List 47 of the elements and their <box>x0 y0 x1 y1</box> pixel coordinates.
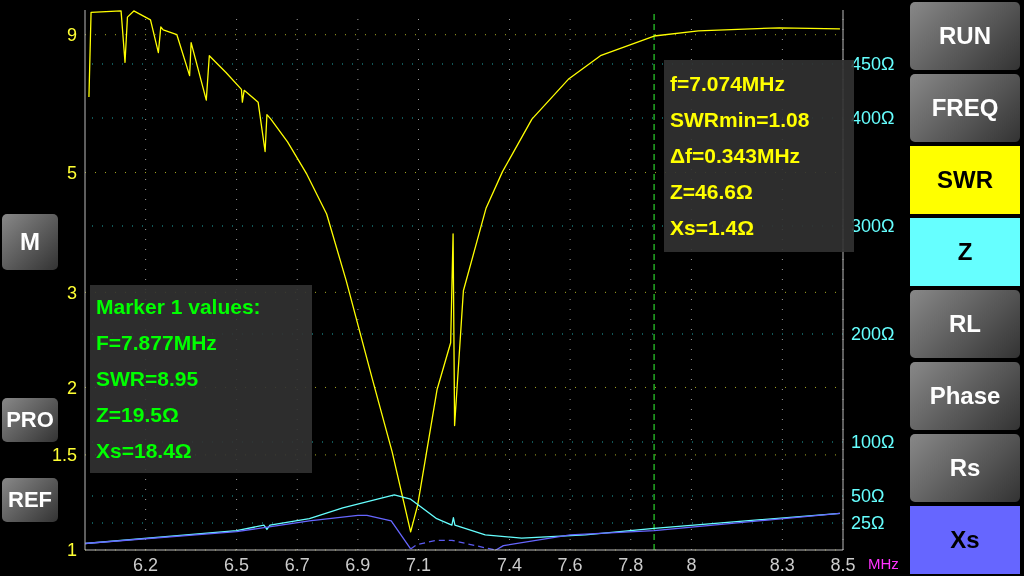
button: RUN <box>910 2 1020 70</box>
annotation: Δf=0.343MHz <box>670 143 802 169</box>
button: Rs <box>910 434 1020 502</box>
x-tick-label: 8.5 <box>830 554 856 575</box>
text: Z <box>910 218 1020 286</box>
x-tick-label: 7.6 <box>557 554 583 575</box>
annotation: Z=46.6Ω <box>670 179 754 205</box>
button: REF <box>2 478 58 522</box>
y2-tick-label: 50Ω <box>851 486 885 507</box>
annotation: F=7.877MHz <box>96 330 218 356</box>
annotation: Xs=18.4Ω <box>96 438 193 464</box>
y-tick-label: 5 <box>66 162 77 183</box>
line-series <box>88 10 841 533</box>
annotation: f=7.074MHz <box>670 71 786 97</box>
annotation: SWR=8.95 <box>96 366 200 392</box>
y-tick-label: 1 <box>66 540 77 561</box>
x-axis-title: MHz <box>868 555 899 572</box>
text: Xs <box>910 506 1020 574</box>
button: PRO <box>2 398 58 442</box>
button: RL <box>910 290 1020 358</box>
annotation: Z=19.5Ω <box>96 402 180 428</box>
annotation: Marker 1 values: <box>96 294 262 320</box>
y-tick-label: 1.5 <box>51 445 77 466</box>
x-tick-label: 7.4 <box>496 554 522 575</box>
y2-tick-label: 200Ω <box>851 324 895 345</box>
annotation: Xs=1.4Ω <box>670 215 755 241</box>
y-tick-label: 3 <box>66 282 77 303</box>
annotation: SWRmin=1.08 <box>670 107 811 133</box>
y2-tick-label: 450Ω <box>851 54 895 75</box>
button: FREQ <box>910 74 1020 142</box>
y-tick-label: 2 <box>66 377 77 398</box>
y2-tick-label: 300Ω <box>851 216 895 237</box>
x-tick-label: 6.9 <box>345 554 371 575</box>
y2-tick-label: 25Ω <box>851 513 885 534</box>
text: SWR <box>910 146 1020 214</box>
x-tick-label: 7.1 <box>406 554 432 575</box>
x-tick-label: 6.5 <box>224 554 250 575</box>
y-tick-label: 9 <box>66 25 77 46</box>
button: Phase <box>910 362 1020 430</box>
button: M <box>2 214 58 270</box>
y2-tick-label: 100Ω <box>851 432 895 453</box>
x-tick-label: 8.3 <box>769 554 795 575</box>
x-tick-label: 6.7 <box>284 554 310 575</box>
x-tick-label: 8 <box>686 554 697 575</box>
y2-tick-label: 400Ω <box>851 108 895 129</box>
x-tick-label: 6.2 <box>133 554 159 575</box>
x-tick-label: 7.8 <box>618 554 644 575</box>
